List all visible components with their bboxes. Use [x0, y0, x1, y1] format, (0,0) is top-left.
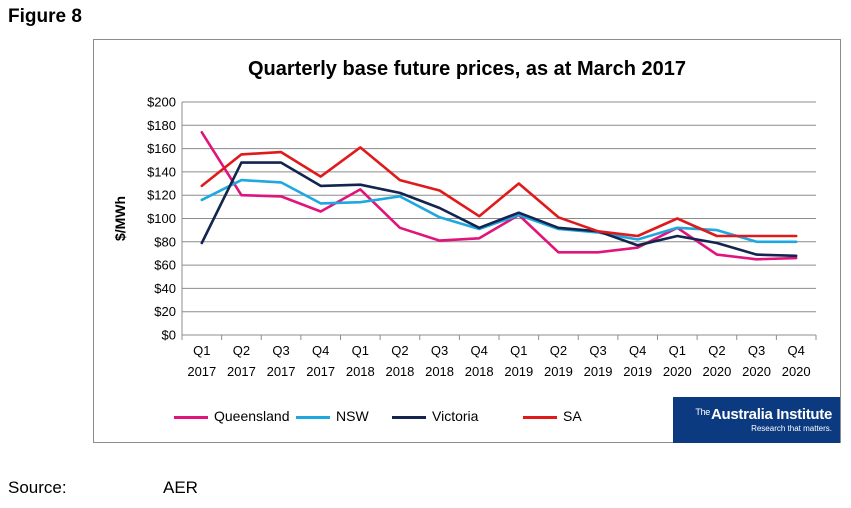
- x-tick-label-year: 2020: [663, 364, 692, 379]
- figure-label: Figure 8: [8, 6, 82, 27]
- series-line-sa: [200, 146, 798, 238]
- x-tick-label-quarter: Q1: [669, 343, 686, 358]
- x-tick-label-quarter: Q2: [550, 343, 567, 358]
- y-tick-label: $200: [147, 95, 176, 110]
- y-tick-label: $60: [154, 258, 176, 273]
- source-label: Source:: [8, 478, 67, 497]
- x-tick-label-year: 2017: [227, 364, 256, 379]
- x-tick-label-quarter: Q4: [312, 343, 329, 358]
- y-axis-label: $/MWh: [112, 196, 128, 241]
- y-tick-label: $100: [147, 211, 176, 226]
- legend-swatch: [392, 415, 426, 419]
- legend-label: NSW: [336, 408, 369, 424]
- x-tick-label-year: 2017: [267, 364, 296, 379]
- y-tick-label: $180: [147, 118, 176, 133]
- x-tick-label-year: 2018: [385, 364, 414, 379]
- x-tick-label-year: 2018: [465, 364, 494, 379]
- y-tick-label: $20: [154, 304, 176, 319]
- line-chart: $0 $20 $40 $60 $80 $100 $120 $140 $160 $180 $200 Q1…: [112, 95, 817, 379]
- x-tick-label-year: 2020: [702, 364, 731, 379]
- x-tick-label-year: 2020: [742, 364, 771, 379]
- source-value: AER: [163, 478, 198, 497]
- legend-item-victoria: Victoria: [392, 408, 478, 424]
- legend-item-nsw: NSW: [296, 408, 369, 424]
- legend-item-sa: SA: [523, 408, 582, 424]
- x-tick-label-year: 2018: [346, 364, 375, 379]
- legend-label: SA: [563, 408, 582, 424]
- x-tick-label-year: 2019: [504, 364, 533, 379]
- x-tick-label-year: 2017: [306, 364, 335, 379]
- x-tick-label-year: 2019: [544, 364, 573, 379]
- x-tick-label-quarter: Q3: [748, 343, 765, 358]
- chart-title: Quarterly base future prices, as at Marc…: [248, 58, 686, 80]
- y-tick-label: $140: [147, 164, 176, 179]
- y-tick-label: $0: [162, 328, 176, 343]
- legend-swatch: [523, 415, 557, 419]
- x-tick-label-year: 2018: [425, 364, 454, 379]
- x-tick-label-quarter: Q1: [193, 343, 210, 358]
- x-tick-label-quarter: Q4: [471, 343, 488, 358]
- x-tick-label-quarter: Q1: [352, 343, 369, 358]
- legend-label: Victoria: [432, 408, 479, 424]
- legend-swatch: [174, 415, 208, 419]
- x-tick-label-quarter: Q4: [629, 343, 646, 358]
- x-tick-label-year: 2019: [623, 364, 652, 379]
- y-tick-label: $160: [147, 141, 176, 156]
- series-line-nsw: [200, 178, 798, 244]
- chart-frame: Quarterly base future prices, as at Marc…: [93, 39, 841, 443]
- legend-label: Queensland: [214, 408, 290, 424]
- x-tick-label-year: 2019: [584, 364, 613, 379]
- legend-swatch: [296, 415, 330, 419]
- x-tick-label-quarter: Q4: [788, 343, 805, 358]
- series-line-queensland: [200, 131, 798, 261]
- y-tick-label: $40: [154, 281, 176, 296]
- x-tick-label-quarter: Q1: [510, 343, 527, 358]
- y-tick-label: $80: [154, 234, 176, 249]
- series-line-victoria: [200, 161, 798, 258]
- x-tick-label-quarter: Q2: [233, 343, 250, 358]
- x-tick-label-quarter: Q3: [431, 343, 448, 358]
- x-tick-label-quarter: Q3: [272, 343, 289, 358]
- x-tick-label-year: 2017: [187, 364, 216, 379]
- x-tick-label-year: 2020: [782, 364, 811, 379]
- x-tick-label-quarter: Q2: [708, 343, 725, 358]
- x-tick-label-quarter: Q3: [589, 343, 606, 358]
- x-tick-label-quarter: Q2: [391, 343, 408, 358]
- legend-item-queensland: Queensland: [174, 408, 290, 424]
- australia-institute-logo: TheAustralia Institute Research that mat…: [673, 397, 840, 443]
- y-tick-label: $120: [147, 188, 176, 203]
